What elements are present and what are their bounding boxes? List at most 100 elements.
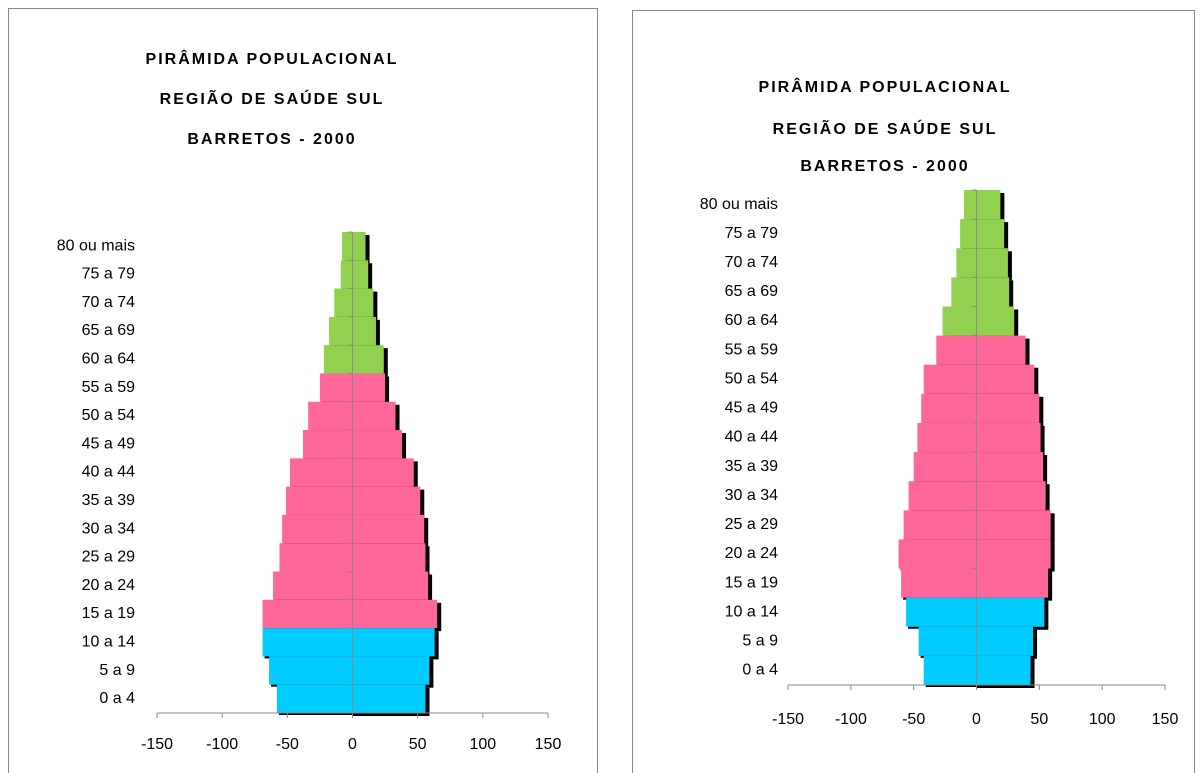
y-tick-label: 45 a 49 [725, 400, 778, 417]
x-tick-label: 100 [1089, 711, 1116, 728]
bar [956, 248, 977, 278]
bar [342, 232, 353, 261]
x-tick-label: 50 [409, 736, 427, 753]
bar [282, 514, 353, 544]
y-tick-label: 70 a 74 [725, 254, 778, 271]
y-tick-label: 15 a 19 [82, 605, 135, 622]
bar [913, 452, 977, 482]
y-tick-label: 5 a 9 [742, 633, 778, 650]
x-tick-label: -50 [276, 736, 299, 753]
bar [352, 656, 430, 685]
bar [976, 219, 1005, 249]
x-tick-label: -100 [206, 736, 238, 753]
x-tick-label: 0 [348, 736, 357, 753]
bar [340, 260, 353, 289]
y-tick-label: 45 a 49 [82, 435, 135, 452]
bar [976, 335, 1026, 365]
bar [976, 190, 1001, 220]
bar [334, 288, 353, 317]
bar [329, 316, 353, 346]
bar [352, 599, 438, 629]
bar [976, 422, 1041, 453]
bar [262, 599, 353, 629]
bar [951, 277, 977, 307]
y-tick-label: 65 a 69 [725, 283, 778, 300]
y-tick-label: 10 a 14 [82, 633, 135, 650]
bar [906, 597, 977, 627]
bar [976, 655, 1031, 685]
x-tick-label: 150 [1152, 711, 1179, 728]
y-tick-label: 80 ou mais [700, 196, 778, 213]
bar [319, 373, 353, 402]
bar [908, 481, 977, 511]
y-tick-label: 35 a 39 [82, 492, 135, 509]
y-tick-label: 30 a 34 [725, 487, 778, 504]
y-tick-label: 0 a 4 [99, 690, 135, 707]
chart-title: BARRETOS - 2000 [800, 158, 969, 175]
bar [963, 190, 977, 220]
bar [262, 628, 353, 657]
bar [942, 306, 977, 336]
y-tick-label: 50 a 54 [82, 407, 135, 424]
bar [936, 335, 977, 365]
bar [976, 539, 1051, 569]
bar [976, 248, 1008, 278]
bar [352, 345, 384, 374]
bar [901, 568, 977, 598]
bar [352, 260, 369, 289]
y-tick-label: 75 a 79 [82, 266, 135, 283]
bar [352, 401, 396, 431]
bar [279, 543, 353, 572]
y-tick-label: 20 a 24 [725, 545, 778, 562]
x-tick-label: -150 [772, 711, 804, 728]
bar [976, 481, 1046, 511]
bar [923, 655, 977, 685]
x-tick-label: -50 [902, 711, 925, 728]
y-tick-label: 70 a 74 [82, 294, 135, 311]
bar [918, 626, 977, 656]
bar [917, 422, 977, 453]
x-tick-label: -150 [141, 736, 173, 753]
bar [976, 568, 1049, 598]
bar [352, 571, 429, 600]
bar [923, 364, 977, 394]
bar [269, 656, 353, 685]
y-tick-label: 10 a 14 [725, 603, 778, 620]
x-tick-label: 0 [972, 711, 981, 728]
x-tick-label: -100 [835, 711, 867, 728]
x-tick-label: 100 [469, 736, 496, 753]
bar [960, 219, 977, 249]
y-tick-label: 50 a 54 [725, 370, 778, 387]
bar [976, 626, 1034, 656]
y-tick-label: 80 ou mais [57, 237, 135, 254]
bar [352, 543, 426, 572]
bar [352, 232, 366, 261]
bar [286, 486, 353, 515]
bar [308, 401, 353, 431]
bar [276, 684, 353, 713]
bar [352, 316, 376, 346]
bar [352, 684, 426, 713]
bar [976, 452, 1044, 482]
y-tick-label: 5 a 9 [99, 662, 135, 679]
bar [352, 288, 374, 317]
y-tick-label: 15 a 19 [725, 574, 778, 591]
bar [352, 628, 435, 657]
bar [352, 373, 386, 402]
bar [976, 277, 1010, 307]
y-tick-label: 20 a 24 [82, 577, 135, 594]
chart-title: PIRÂMIDA POPULACIONAL [759, 77, 1012, 96]
y-tick-label: 55 a 59 [725, 341, 778, 358]
y-tick-label: 55 a 59 [82, 379, 135, 396]
bar [921, 393, 977, 423]
y-tick-label: 25 a 29 [725, 516, 778, 533]
bar [976, 510, 1051, 540]
bar [352, 514, 425, 544]
bar [323, 345, 353, 374]
y-tick-label: 75 a 79 [725, 225, 778, 242]
bar [289, 458, 353, 487]
bar [898, 539, 977, 569]
chart-title: REGIÃO DE SAÚDE SUL [773, 118, 998, 138]
y-tick-label: 0 a 4 [742, 662, 778, 679]
